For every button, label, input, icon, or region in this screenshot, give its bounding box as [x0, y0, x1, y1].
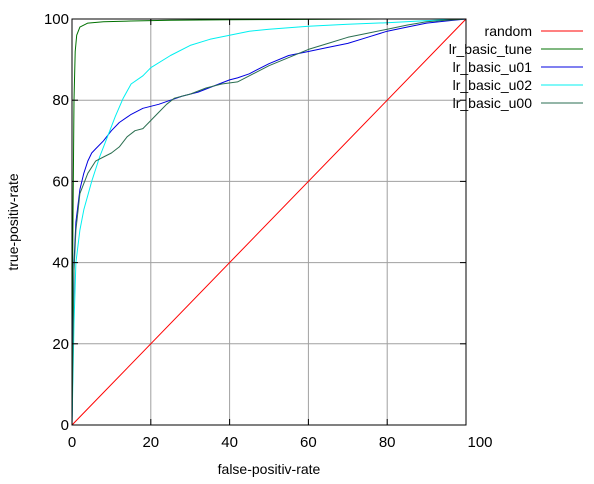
- series-layer: [71, 18, 467, 426]
- tick-labels: 0 20 40 60 80 100 0 20 40 60 80 100: [44, 11, 493, 451]
- y-tick-label: 80: [52, 92, 69, 109]
- tick-marks: [71, 18, 467, 426]
- y-tick-label: 0: [61, 417, 69, 434]
- legend-label-lr_basic_u01: lr_basic_u01: [453, 59, 533, 75]
- series-line-lr_basic_u02: [71, 18, 467, 426]
- x-tick-label: 60: [300, 434, 317, 451]
- y-tick-label: 20: [52, 336, 69, 353]
- series-line-random: [71, 18, 467, 426]
- x-tick-label: 100: [467, 434, 492, 451]
- x-tick-label: 20: [142, 434, 159, 451]
- legend-label-lr_basic_u00: lr_basic_u00: [453, 95, 533, 111]
- y-tick-label: 60: [52, 173, 69, 190]
- grid: [72, 19, 466, 425]
- legend: random lr_basic_tune lr_basic_u01 lr_basic_…: [449, 23, 583, 111]
- legend-label-random: random: [485, 23, 532, 39]
- y-tick-label: 100: [44, 11, 69, 28]
- legend-label-lr_basic_u02: lr_basic_u02: [453, 77, 533, 93]
- y-axis-label: true-positiv-rate: [5, 173, 21, 270]
- x-tick-label: 40: [221, 434, 238, 451]
- x-tick-label: 80: [379, 434, 396, 451]
- legend-label-lr_basic_tune: lr_basic_tune: [449, 41, 532, 57]
- x-tick-label: 0: [68, 434, 76, 451]
- series-line-lr_basic_u00: [71, 18, 467, 426]
- plot-frame: [71, 18, 467, 426]
- y-tick-label: 40: [52, 255, 69, 272]
- x-axis-label: false-positiv-rate: [218, 461, 321, 477]
